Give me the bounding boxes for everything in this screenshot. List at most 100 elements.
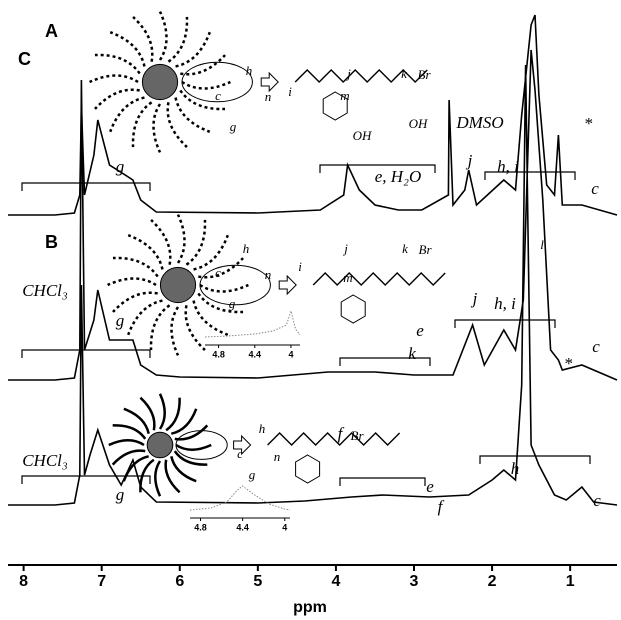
inset-spectrum xyxy=(189,485,291,511)
star-arm xyxy=(112,256,159,278)
star-arm xyxy=(173,450,208,466)
x-tick-label: 4 xyxy=(331,573,340,590)
annotation: g xyxy=(249,467,256,482)
arm-highlight xyxy=(175,430,228,460)
integration-bracket xyxy=(479,455,591,464)
star-arm xyxy=(108,439,145,447)
annotation: e xyxy=(426,477,434,496)
annotation: j xyxy=(471,289,478,308)
annotation: h xyxy=(259,421,266,436)
star-arm xyxy=(111,449,146,466)
annotation: k xyxy=(402,241,408,256)
backbone xyxy=(294,69,428,83)
star-arm xyxy=(158,393,166,430)
star-arm xyxy=(154,460,162,497)
star-arm xyxy=(127,234,164,270)
inset-tick-label: 4 xyxy=(288,349,293,359)
annotation: f xyxy=(438,497,445,516)
star-arm xyxy=(149,304,171,351)
annotation: h xyxy=(511,459,520,478)
annotation: g xyxy=(230,119,237,134)
panel-label: B xyxy=(45,232,58,252)
annotation: c xyxy=(237,446,243,461)
star-arm xyxy=(139,396,156,431)
integration-bracket xyxy=(21,182,151,191)
annotation: k xyxy=(408,344,416,363)
star-arm xyxy=(199,283,249,293)
star-arm xyxy=(123,407,150,434)
annotation: c xyxy=(215,265,221,280)
star-arm xyxy=(122,455,149,482)
panel-label: A xyxy=(45,21,58,41)
integration-bracket xyxy=(484,171,576,180)
x-tick-label: 6 xyxy=(175,573,184,590)
annotation: m xyxy=(340,88,349,103)
annotation: n xyxy=(274,449,281,464)
annotation: m xyxy=(343,270,352,285)
star-arm xyxy=(192,300,229,336)
inset-tick-label: 4 xyxy=(282,522,287,532)
inset-tick-label: 4.8 xyxy=(212,349,225,359)
star-arm xyxy=(184,305,206,351)
star-arm xyxy=(139,458,155,493)
annotation: i xyxy=(288,84,292,99)
star-arm xyxy=(112,291,158,313)
annotation: g xyxy=(229,296,236,311)
star-arm xyxy=(185,219,207,266)
spectrum xyxy=(8,14,618,216)
annotation: j xyxy=(342,241,348,256)
star-arm xyxy=(171,408,198,435)
star-arm xyxy=(175,31,211,68)
star-arm xyxy=(193,234,229,271)
annotation: Br xyxy=(419,242,433,257)
star-arm xyxy=(107,277,157,287)
star-arm xyxy=(109,31,146,67)
annotation: c xyxy=(215,88,221,103)
x-tick-label: 1 xyxy=(566,573,575,590)
star-core xyxy=(159,266,197,304)
x-tick-label: 2 xyxy=(488,573,497,590)
arrow xyxy=(278,274,297,296)
annotation: e xyxy=(416,321,424,340)
arrow xyxy=(260,71,279,93)
star-arm xyxy=(112,424,147,440)
phenyl xyxy=(322,91,348,121)
x-axis-label: ppm xyxy=(293,599,327,616)
annotation: g xyxy=(116,485,125,504)
integration-bracket xyxy=(339,477,426,486)
integration-bracket xyxy=(21,475,151,484)
star-arm xyxy=(94,53,141,75)
annotation: h, i xyxy=(494,294,516,313)
annotation: c xyxy=(591,179,599,198)
star-arm xyxy=(152,103,162,153)
annotation: OH xyxy=(409,116,428,131)
x-tick-label: 8 xyxy=(19,573,28,590)
arm-highlight xyxy=(199,264,271,306)
star-arm xyxy=(170,306,180,356)
star-arm xyxy=(167,16,189,63)
annotation: i xyxy=(298,259,302,274)
star-arm xyxy=(158,11,168,61)
annotation: n xyxy=(265,89,272,104)
annotation: g xyxy=(116,157,125,176)
inset-tick-label: 4.4 xyxy=(236,522,249,532)
annotation: * xyxy=(584,114,593,133)
inset-tick-label: 4.4 xyxy=(249,349,262,359)
star-arm xyxy=(131,101,153,148)
phenyl xyxy=(295,454,321,484)
annotation: c xyxy=(592,337,600,356)
star-core xyxy=(146,431,174,459)
x-tick-label: 3 xyxy=(410,573,419,590)
star-arm xyxy=(127,299,163,336)
annotation: f xyxy=(338,424,345,443)
star-arm xyxy=(166,102,188,148)
annotation: Br xyxy=(418,67,432,82)
star-arm xyxy=(176,214,186,264)
star-core xyxy=(141,63,179,101)
integration-bracket xyxy=(454,319,556,328)
spectrum xyxy=(8,64,618,506)
star-arm xyxy=(165,397,181,432)
annotation: CHCl₃ xyxy=(22,281,68,300)
backbone xyxy=(267,432,401,446)
